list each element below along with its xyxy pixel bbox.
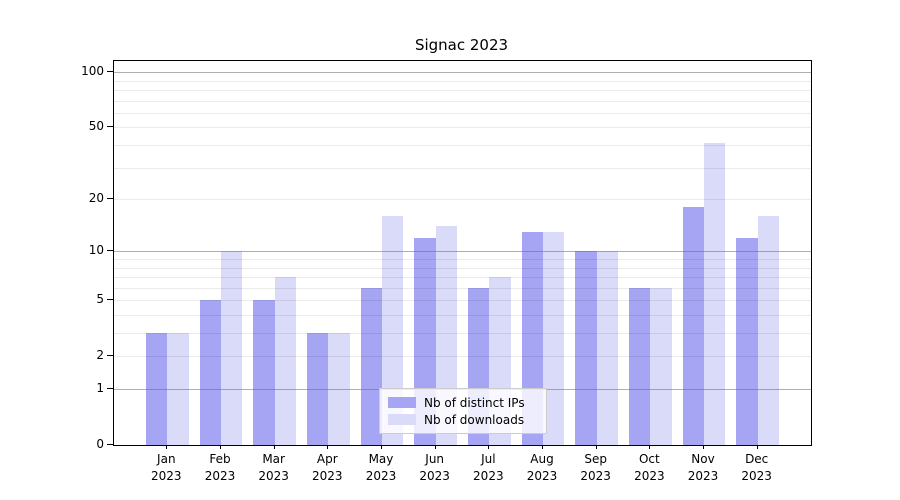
x-tick-year: 2023	[687, 469, 719, 483]
bar-distinct-ips-jan	[145, 333, 168, 445]
y-tick-label-0: 0	[96, 437, 104, 451]
bar-downloads-dec	[757, 216, 780, 445]
x-tick-mark	[273, 445, 275, 449]
y-tick-label-1: 1	[96, 381, 104, 395]
y-tick-mark	[107, 355, 113, 357]
x-tick-mark	[488, 445, 490, 449]
gridline-minor	[114, 127, 811, 129]
x-tick-year: 2023	[580, 469, 611, 483]
y-tick-label-5: 5	[96, 292, 104, 307]
x-tick-mark	[756, 445, 758, 449]
bar-downloads-mar	[274, 277, 297, 445]
bar-distinct-ips-mar	[253, 300, 275, 445]
x-tick-month: Dec	[745, 452, 769, 466]
x-tick-year: 2023	[151, 469, 182, 483]
x-tick-label-nov: Nov 2023	[673, 451, 733, 485]
x-tick-year: 2023	[365, 469, 397, 483]
bar-downloads-nov	[704, 143, 726, 445]
gridline-major	[114, 72, 811, 74]
y-tick-label-50: 50	[88, 119, 104, 134]
y-tick-mark	[107, 444, 113, 445]
x-tick-mark	[649, 445, 651, 449]
bar-distinct-ips-nov	[682, 207, 705, 445]
x-tick-label-oct: Oct 2023	[619, 451, 679, 485]
x-tick-mark	[166, 445, 168, 449]
legend-row-distinct-ips: Nb of distinct IPs	[388, 394, 538, 411]
x-tick-month: Feb	[209, 452, 231, 466]
y-tick-mark	[107, 388, 113, 389]
x-tick-label-apr: Apr 2023	[297, 451, 357, 485]
y-tick-mark	[107, 126, 113, 128]
bar-distinct-ips-dec	[736, 237, 758, 445]
x-tick-month: Aug	[530, 452, 554, 466]
bar-distinct-ips-feb	[199, 300, 221, 445]
bar-downloads-may	[381, 216, 404, 445]
bar-downloads-apr	[328, 333, 350, 445]
x-tick-month: May	[368, 452, 394, 466]
plot-area	[113, 60, 812, 446]
x-tick-mark	[219, 445, 221, 449]
x-tick-year: 2023	[526, 469, 558, 483]
legend-swatch-downloads	[388, 414, 416, 425]
chart-title: Signac 2023	[414, 36, 509, 54]
x-tick-mark	[542, 445, 543, 449]
x-tick-year: 2023	[634, 469, 665, 483]
x-tick-mark	[434, 445, 436, 449]
y-tick-mark	[107, 250, 113, 252]
x-tick-label-mar: Mar 2023	[244, 451, 304, 485]
x-tick-month: Oct	[638, 452, 660, 466]
x-tick-month: Jun	[425, 452, 445, 466]
x-tick-label-aug: Aug 2023	[512, 451, 572, 485]
y-tick-mark	[107, 198, 113, 200]
gridline-minor	[114, 112, 811, 114]
legend: Nb of distinct IPs Nb of downloads	[379, 388, 547, 434]
x-tick-mark	[703, 445, 705, 449]
x-tick-mark	[595, 445, 597, 449]
gridline-minor	[114, 80, 811, 82]
legend-label-downloads: Nb of downloads	[424, 412, 525, 427]
bar-downloads-sep	[596, 251, 619, 445]
x-tick-label-jul: Jul 2023	[458, 451, 518, 485]
x-tick-month: Nov	[691, 452, 715, 466]
y-tick-label-20: 20	[88, 191, 104, 206]
y-tick-label-2: 2	[96, 348, 104, 363]
x-tick-label-may: May 2023	[351, 451, 411, 485]
x-tick-month: Apr	[316, 452, 338, 466]
bar-distinct-ips-may	[360, 287, 382, 445]
bar-distinct-ips-sep	[575, 251, 597, 445]
legend-label-distinct-ips: Nb of distinct IPs	[424, 395, 525, 410]
x-tick-label-jan: Jan 2023	[136, 451, 196, 485]
x-tick-month: Jan	[157, 452, 176, 466]
x-tick-label-jun: Jun 2023	[405, 451, 465, 485]
bar-distinct-ips-apr	[306, 333, 329, 445]
y-tick-mark	[107, 299, 113, 301]
x-tick-label-dec: Dec 2023	[727, 451, 787, 485]
bar-downloads-aug	[543, 231, 565, 445]
legend-row-downloads: Nb of downloads	[388, 411, 538, 428]
x-tick-year: 2023	[741, 469, 772, 483]
bar-downloads-jan	[167, 333, 189, 445]
y-tick-label-10: 10	[88, 243, 104, 258]
y-tick-label-100: 100	[81, 64, 104, 79]
x-tick-year: 2023	[258, 469, 289, 483]
gridline-minor	[114, 90, 811, 91]
x-tick-year: 2023	[419, 469, 450, 483]
x-tick-mark	[327, 445, 329, 449]
x-tick-month: Sep	[584, 452, 607, 466]
bar-downloads-oct	[650, 287, 672, 445]
x-tick-mark	[380, 445, 382, 449]
x-tick-year: 2023	[473, 469, 504, 483]
x-tick-month: Mar	[262, 452, 285, 466]
x-tick-year: 2023	[312, 469, 343, 483]
y-tick-mark	[107, 71, 113, 73]
bar-downloads-feb	[220, 251, 243, 445]
gridline-minor	[114, 100, 811, 102]
x-tick-label-feb: Feb 2023	[190, 451, 250, 485]
x-tick-year: 2023	[204, 469, 236, 483]
x-tick-month: Jul	[481, 452, 496, 466]
legend-swatch-distinct-ips	[388, 397, 416, 408]
bar-distinct-ips-oct	[628, 287, 651, 445]
x-tick-label-sep: Sep 2023	[566, 451, 626, 485]
